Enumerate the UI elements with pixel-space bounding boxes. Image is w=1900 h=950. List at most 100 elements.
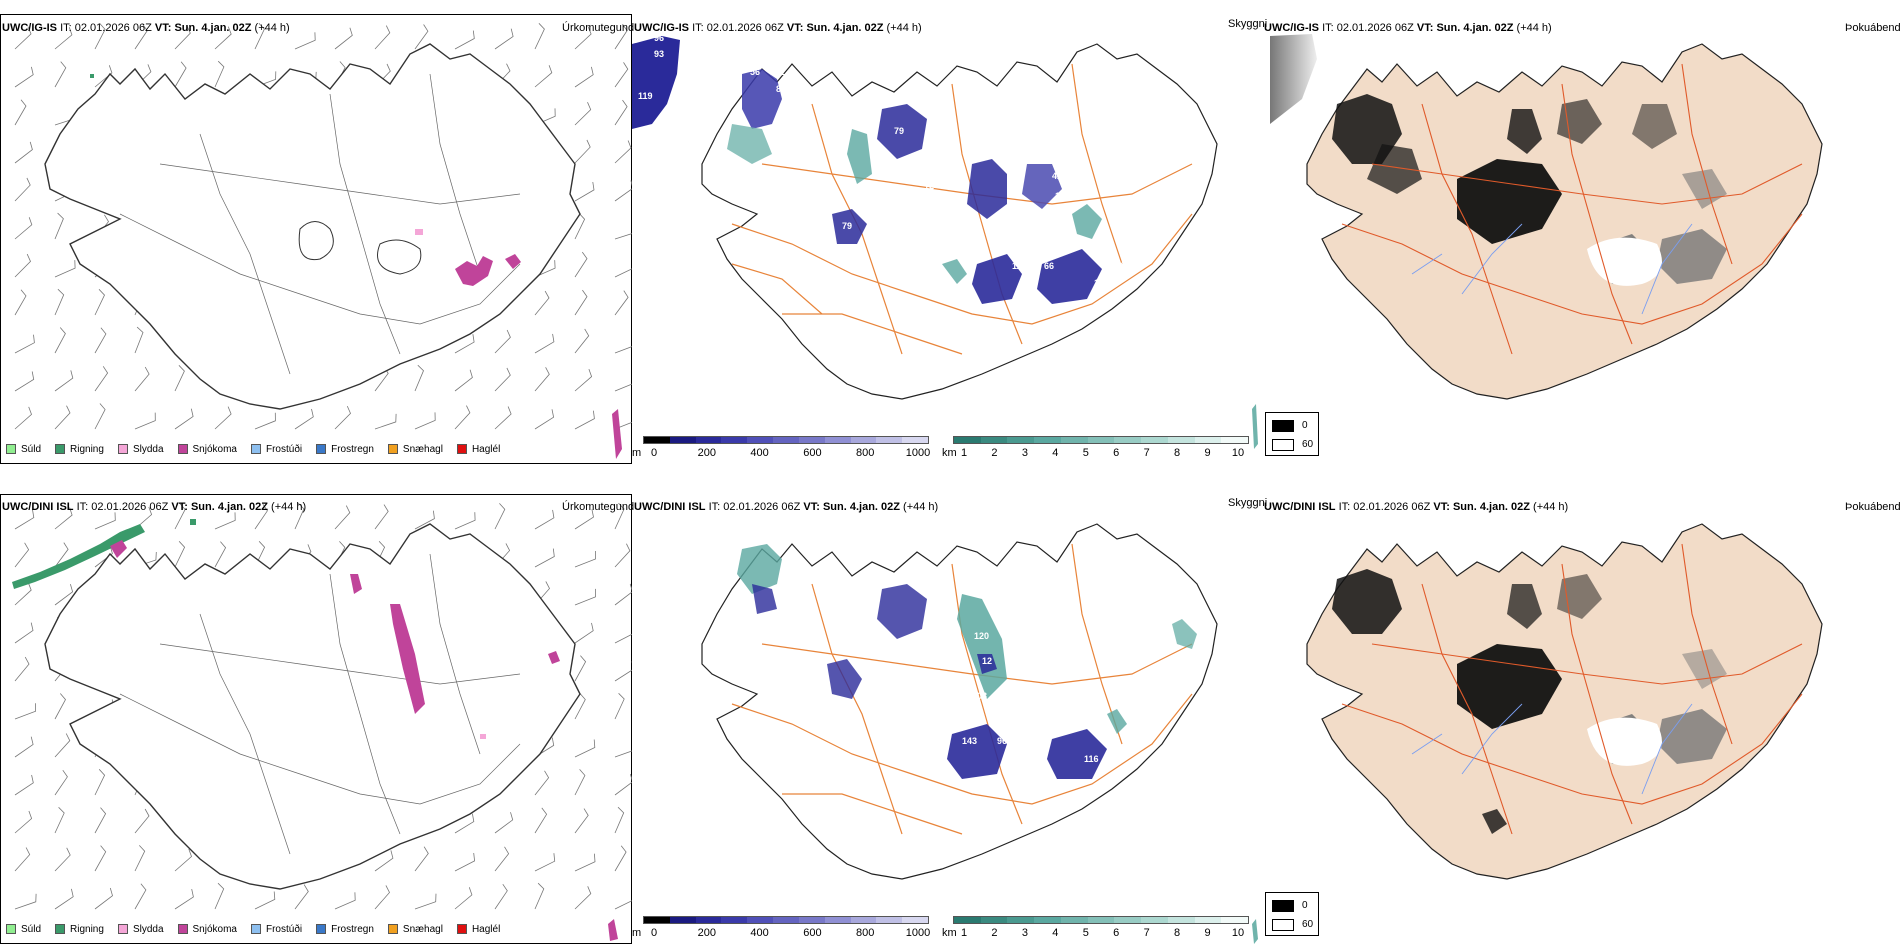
- wind-barb: [414, 846, 429, 872]
- colorbar-tick: 8: [1174, 927, 1181, 939]
- wind-barb: [454, 405, 471, 430]
- wind-barb: [614, 233, 632, 240]
- wind-barb: [54, 769, 68, 796]
- wind-barb: [614, 346, 632, 354]
- wind-barb: [54, 888, 74, 910]
- wind-barb: [534, 882, 545, 910]
- visibility-label: 120: [974, 631, 989, 641]
- wind-barb: [534, 367, 550, 392]
- legend-item: Haglél: [456, 924, 500, 935]
- legend-swatch: [456, 444, 467, 454]
- wind-barb: [574, 410, 595, 430]
- wind-barb: [14, 582, 32, 606]
- iceland-map-fog-top: [1270, 34, 1823, 400]
- panel-title-visibility-bottom: Skyggni: [1228, 497, 1268, 509]
- legend-item: Snæhagl: [387, 444, 443, 455]
- wind-barb: [574, 289, 588, 316]
- wind-barb: [54, 807, 65, 834]
- wind-barb: [574, 368, 593, 392]
- visibility-label: 119: [1094, 278, 1109, 288]
- wind-barb: [614, 502, 625, 530]
- wind-barb: [534, 260, 556, 278]
- wind-barb: [334, 892, 356, 910]
- legend-item: Slydda: [117, 444, 164, 455]
- legend-swatch: [55, 444, 66, 454]
- wind-barb: [614, 180, 632, 202]
- wind-barb: [494, 329, 511, 354]
- colorbar-bin: [721, 917, 748, 923]
- legend-swatch: [250, 444, 261, 454]
- rivers: [1411, 223, 1693, 315]
- visibility-m-colorbar: m 0 200 400 600 800 1000: [632, 436, 932, 464]
- colorbar-tick: 8: [1174, 447, 1181, 459]
- fog-panel-bottom: [1262, 494, 1900, 944]
- colorbar-bin: [980, 437, 1008, 443]
- wind-barb: [14, 847, 31, 872]
- wind-barb: [334, 27, 353, 50]
- wind-barb: [414, 364, 424, 392]
- wind-barb: [14, 893, 37, 910]
- wind-barb: [254, 891, 276, 910]
- wind-barb: [14, 217, 33, 240]
- colorbar-bin: [824, 437, 851, 443]
- wind-barb: [134, 366, 150, 392]
- wind-barb: [54, 847, 71, 872]
- colorbar-bin: [1167, 437, 1195, 443]
- wind-barb: [174, 889, 194, 910]
- fog-legend-low-swatch: [1272, 919, 1294, 931]
- wind-barb: [454, 334, 475, 354]
- visibility-label: 116: [1084, 754, 1099, 764]
- legend-label: Súld: [21, 443, 42, 455]
- colorbar-bin: [695, 917, 722, 923]
- wind-barb: [574, 26, 592, 50]
- wind-barb: [614, 140, 632, 164]
- legend-label: Rigning: [70, 443, 104, 455]
- wind-barb: [14, 656, 30, 682]
- colorbar-bin: [1087, 917, 1115, 923]
- colorbar-bin: [850, 917, 877, 923]
- colorbar-bin: [1114, 437, 1142, 443]
- colorbar-tick: 1: [960, 927, 968, 939]
- legend-swatch: [387, 444, 398, 454]
- colorbar-tick: 4: [1052, 447, 1059, 459]
- wind-barb: [54, 212, 64, 240]
- wind-barb: [614, 845, 627, 872]
- legend-swatch: [117, 444, 128, 454]
- visibility-value-labels: 96 93 119 56 101 85 101 79 79 42 100 84 …: [638, 33, 1130, 288]
- wind-barb: [454, 887, 473, 910]
- iceland-coastline: [44, 43, 581, 410]
- wind-barb: [14, 406, 32, 430]
- iceland-map-precip-top: [14, 23, 632, 459]
- visibility-label: 96: [654, 33, 664, 43]
- colorbar-bin: [1007, 917, 1035, 923]
- visibility-label: 12: [982, 656, 992, 666]
- colorbar-strip: [953, 916, 1249, 924]
- visibility-m-colorbar: m 0 200 400 600 800 1000: [632, 916, 932, 944]
- fog-legend-high-label: 0: [1302, 900, 1308, 911]
- visibility-label: 116: [1012, 261, 1027, 271]
- wind-barb: [574, 551, 596, 568]
- wind-barb: [94, 807, 107, 834]
- visibility-panel-top: 96 93 119 56 101 85 101 79 79 42 100 84 …: [632, 14, 1262, 464]
- visibility-label: 56: [750, 67, 760, 77]
- fog-dark-areas: [1332, 94, 1677, 244]
- legend-item: Frostregn: [316, 444, 374, 455]
- fog-legend-high-swatch: [1272, 420, 1294, 432]
- wind-barb: [574, 769, 586, 796]
- colorbar-tick: 800: [856, 447, 875, 459]
- wind-barb: [54, 583, 74, 606]
- wind-barb: [134, 326, 144, 354]
- visibility-areas: [727, 69, 1258, 449]
- legend-item: Snjókoma: [177, 444, 237, 455]
- wind-barb: [454, 813, 475, 834]
- colorbar-tick: 400: [750, 927, 769, 939]
- fog-legend-low-label: 60: [1302, 919, 1314, 930]
- wind-barb: [54, 542, 69, 568]
- colorbar-tick: 1000: [905, 447, 931, 459]
- iceland-coastline: [701, 43, 1218, 400]
- colorbar-unit: km: [942, 927, 957, 939]
- visibility-areas: [737, 544, 1258, 944]
- colorbar-bin: [1034, 917, 1061, 923]
- run-header-top-3: UWC/IG-IS IT: 02.01.2026 06Z VT: Sun. 4.…: [1264, 22, 1552, 34]
- legend-item: Frostúði: [250, 924, 302, 935]
